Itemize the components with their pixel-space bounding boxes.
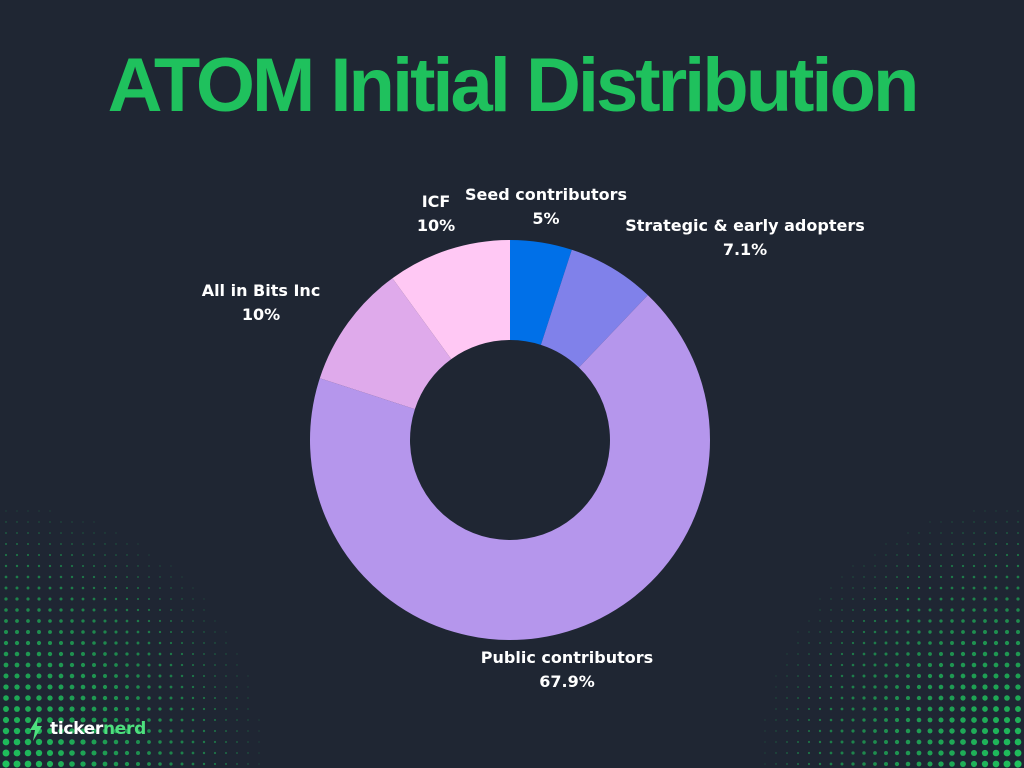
lightning-bolt-icon — [30, 717, 42, 741]
pie-slice-icf — [392, 240, 510, 360]
slice-value-label: 7.1% — [723, 240, 767, 259]
brand-name: tickernerd — [50, 719, 146, 739]
pie-slice-strategic-early-adopters — [540, 249, 648, 368]
brand-name-part2: nerd — [103, 719, 146, 739]
slice-label: ICF — [422, 192, 451, 211]
slice-value-label: 10% — [417, 216, 455, 235]
slice-label: All in Bits Inc — [202, 281, 321, 300]
slice-label: Public contributors — [481, 648, 653, 667]
slice-value-label: 10% — [242, 305, 280, 324]
pie-slice-all-in-bits-inc — [319, 278, 452, 410]
page-title: ATOM Initial Distribution — [107, 43, 920, 128]
pie-slice-public-contributors — [310, 295, 711, 640]
pie-slice-seed-contributors — [510, 240, 572, 345]
brand-name-part1: ticker — [50, 719, 103, 739]
brand-logo: tickernerd — [28, 716, 146, 742]
slice-label: Strategic & early adopters — [625, 216, 865, 235]
slice-value-label: 5% — [532, 209, 559, 228]
slice-label: Seed contributors — [465, 185, 627, 204]
slice-value-label: 67.9% — [539, 672, 595, 691]
